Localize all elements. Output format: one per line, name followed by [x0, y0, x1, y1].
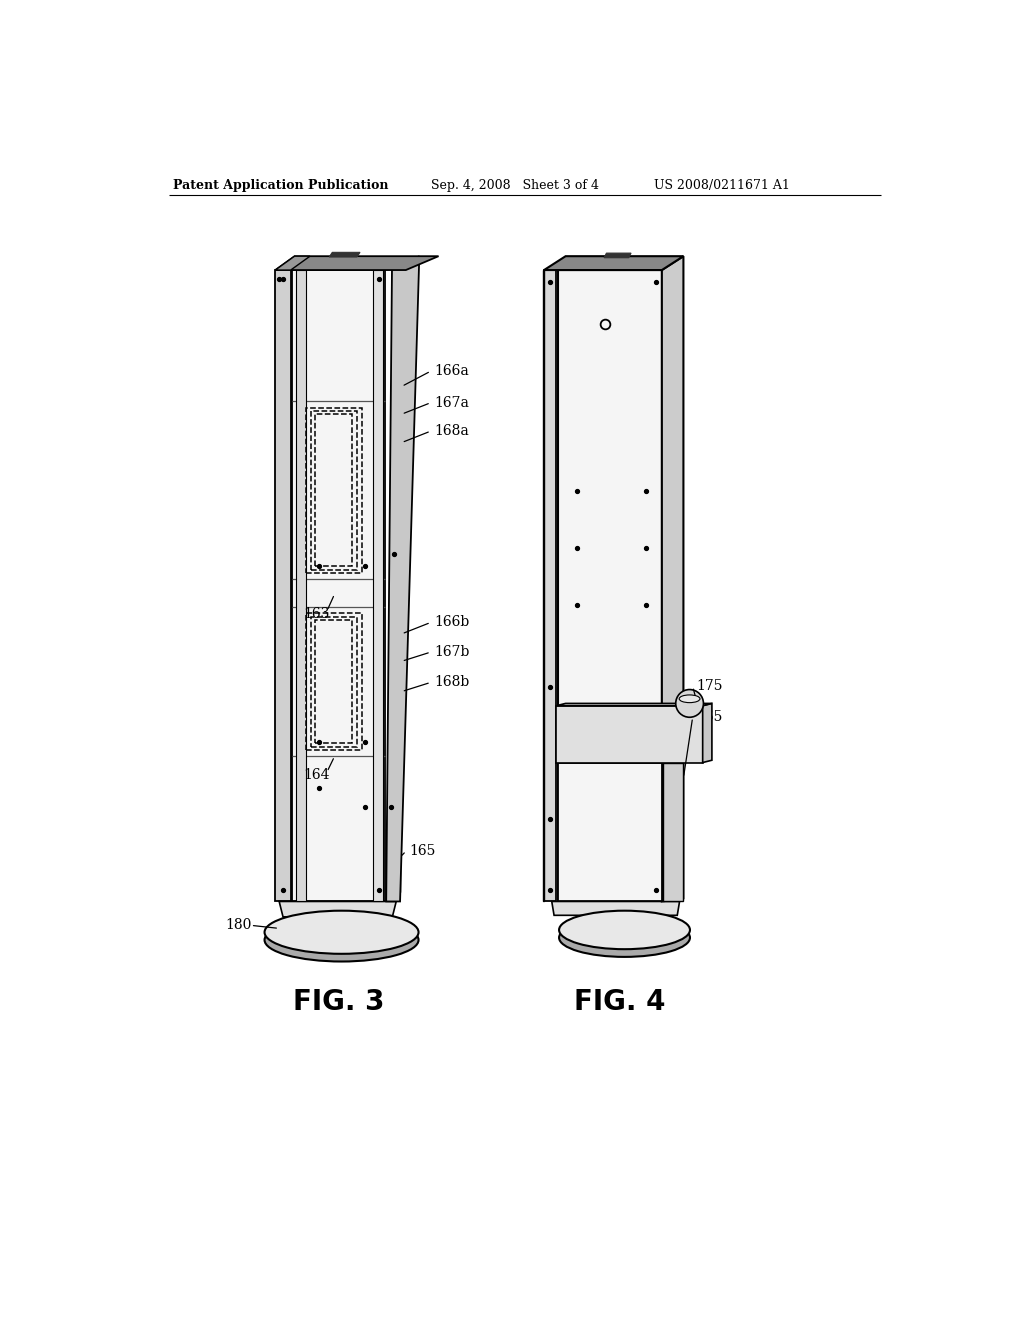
- Bar: [310, 616, 357, 747]
- Text: FIG. 3: FIG. 3: [293, 987, 384, 1015]
- Polygon shape: [702, 704, 712, 763]
- Polygon shape: [556, 706, 702, 763]
- Polygon shape: [275, 256, 438, 271]
- Polygon shape: [662, 256, 683, 902]
- Ellipse shape: [264, 911, 419, 954]
- Text: 164: 164: [304, 768, 331, 783]
- Bar: [306, 408, 361, 573]
- Polygon shape: [664, 763, 683, 902]
- Bar: [306, 614, 361, 750]
- Bar: [315, 414, 352, 566]
- Polygon shape: [296, 271, 306, 902]
- Text: FIG. 4: FIG. 4: [573, 987, 666, 1015]
- Polygon shape: [275, 256, 310, 271]
- Polygon shape: [386, 256, 419, 902]
- Text: 168a: 168a: [435, 424, 469, 438]
- Text: Patent Application Publication: Patent Application Publication: [173, 178, 388, 191]
- Polygon shape: [280, 902, 396, 917]
- Ellipse shape: [559, 919, 690, 957]
- Polygon shape: [556, 704, 712, 706]
- Polygon shape: [552, 902, 680, 915]
- Text: 168b: 168b: [435, 676, 470, 689]
- Text: 166b: 166b: [435, 615, 470, 630]
- Text: 165: 165: [696, 710, 723, 725]
- Text: 166a: 166a: [435, 364, 469, 378]
- Text: 175: 175: [696, 680, 723, 693]
- Polygon shape: [543, 271, 544, 902]
- Text: 167b: 167b: [435, 645, 470, 659]
- Ellipse shape: [559, 911, 690, 949]
- Polygon shape: [373, 271, 383, 902]
- Polygon shape: [330, 252, 360, 257]
- Polygon shape: [275, 271, 291, 902]
- Polygon shape: [558, 763, 662, 902]
- Text: US 2008/0211671 A1: US 2008/0211671 A1: [654, 178, 791, 191]
- Text: Sep. 4, 2008   Sheet 3 of 4: Sep. 4, 2008 Sheet 3 of 4: [431, 178, 599, 191]
- Ellipse shape: [679, 694, 700, 702]
- Ellipse shape: [264, 919, 419, 961]
- Polygon shape: [386, 829, 400, 892]
- Polygon shape: [544, 256, 683, 271]
- Text: 165: 165: [410, 843, 435, 858]
- Polygon shape: [544, 271, 556, 902]
- Polygon shape: [292, 271, 385, 902]
- Polygon shape: [558, 271, 662, 902]
- Bar: [310, 411, 357, 570]
- Text: 167a: 167a: [435, 396, 470, 409]
- Bar: [315, 620, 352, 743]
- Polygon shape: [604, 253, 631, 257]
- Text: 163: 163: [304, 607, 330, 622]
- Circle shape: [676, 689, 703, 717]
- Text: 180: 180: [225, 917, 252, 932]
